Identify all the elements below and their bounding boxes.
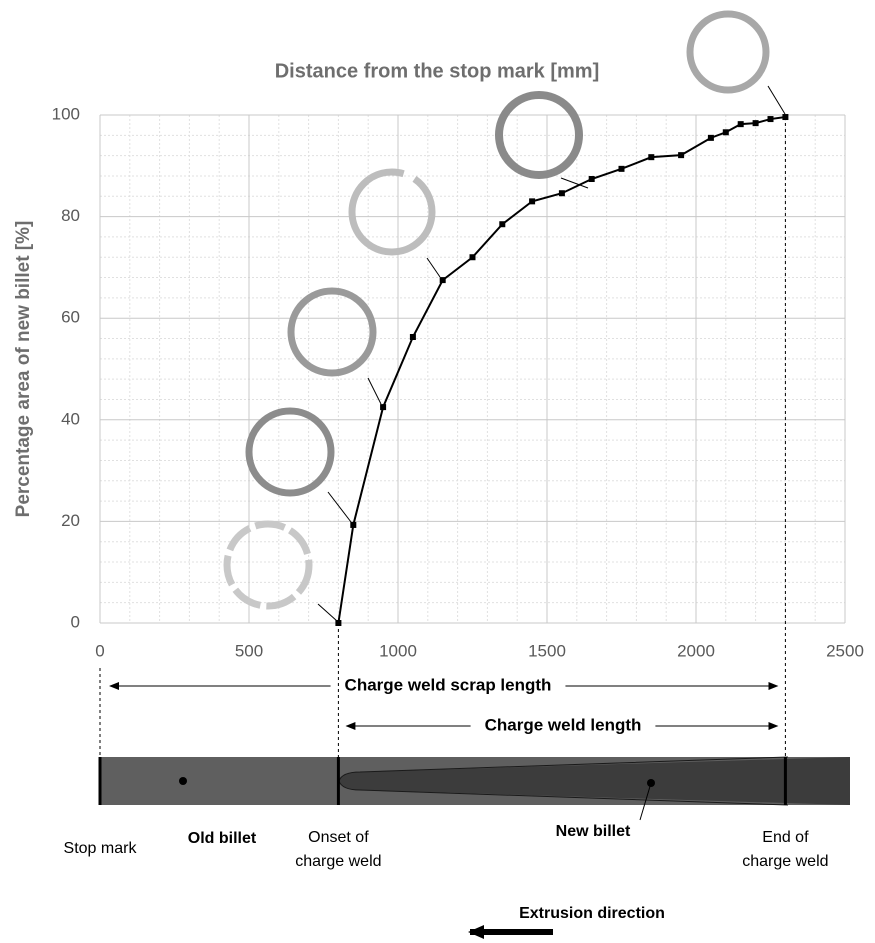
data-point bbox=[648, 154, 655, 161]
ring bbox=[287, 287, 377, 377]
data-point bbox=[380, 404, 387, 411]
label: Onset of bbox=[308, 829, 369, 846]
label: charge weld bbox=[295, 853, 381, 870]
y-tick-label: 40 bbox=[61, 409, 80, 428]
data-point bbox=[469, 254, 476, 261]
y-tick-label: 0 bbox=[71, 612, 80, 631]
data-point bbox=[439, 277, 446, 284]
ring bbox=[495, 91, 583, 179]
ring bbox=[245, 407, 335, 497]
x-tick-label: 1000 bbox=[379, 641, 417, 660]
data-point bbox=[707, 134, 714, 141]
leader bbox=[426, 257, 441, 278]
leader bbox=[317, 603, 338, 622]
axis-title: Distance from the stop mark [mm] bbox=[275, 60, 600, 82]
new-billet-wedge bbox=[339, 757, 850, 805]
dimension-label: Charge weld scrap length bbox=[345, 675, 552, 694]
dot bbox=[179, 777, 187, 785]
data-point bbox=[335, 620, 342, 626]
data-point bbox=[737, 121, 744, 128]
billet-diagram bbox=[100, 756, 850, 939]
x-tick-label: 2000 bbox=[677, 641, 715, 660]
data-point bbox=[618, 165, 625, 172]
ring bbox=[223, 520, 313, 610]
dimension-label: Charge weld length bbox=[485, 715, 642, 734]
leader bbox=[327, 491, 352, 523]
y-tick-label: 100 bbox=[52, 104, 80, 123]
ring bbox=[348, 168, 436, 256]
data-point bbox=[678, 152, 685, 159]
label: Old billet bbox=[188, 830, 257, 847]
data-point bbox=[767, 116, 774, 123]
label: End of bbox=[762, 829, 809, 846]
leader bbox=[767, 85, 786, 115]
y-tick-label: 20 bbox=[61, 511, 80, 530]
leader bbox=[560, 177, 589, 189]
label: Stop mark bbox=[64, 840, 138, 857]
data-point bbox=[529, 198, 536, 205]
label: charge weld bbox=[742, 853, 828, 870]
data-point bbox=[350, 521, 357, 528]
x-tick-label: 500 bbox=[235, 641, 263, 660]
y-tick-label: 80 bbox=[61, 206, 80, 225]
grid bbox=[99, 114, 846, 757]
leader bbox=[367, 377, 382, 405]
x-tick-label: 0 bbox=[95, 641, 104, 660]
label: Extrusion direction bbox=[519, 905, 665, 922]
x-tick-label: 1500 bbox=[528, 641, 566, 660]
label: New billet bbox=[556, 823, 631, 840]
data-point bbox=[782, 114, 789, 121]
y-tick-label: 60 bbox=[61, 308, 80, 327]
ring-images bbox=[223, 10, 786, 622]
data-point bbox=[752, 120, 759, 127]
data-point bbox=[558, 190, 565, 197]
data-point bbox=[588, 176, 595, 183]
x-tick-label: 2500 bbox=[826, 641, 864, 660]
ring bbox=[686, 10, 770, 94]
data-point bbox=[499, 221, 506, 228]
y-axis-title: Percentage area of new billet [%] bbox=[13, 221, 34, 518]
data-point bbox=[409, 333, 416, 340]
data-point bbox=[722, 129, 729, 136]
leader bbox=[639, 782, 652, 821]
